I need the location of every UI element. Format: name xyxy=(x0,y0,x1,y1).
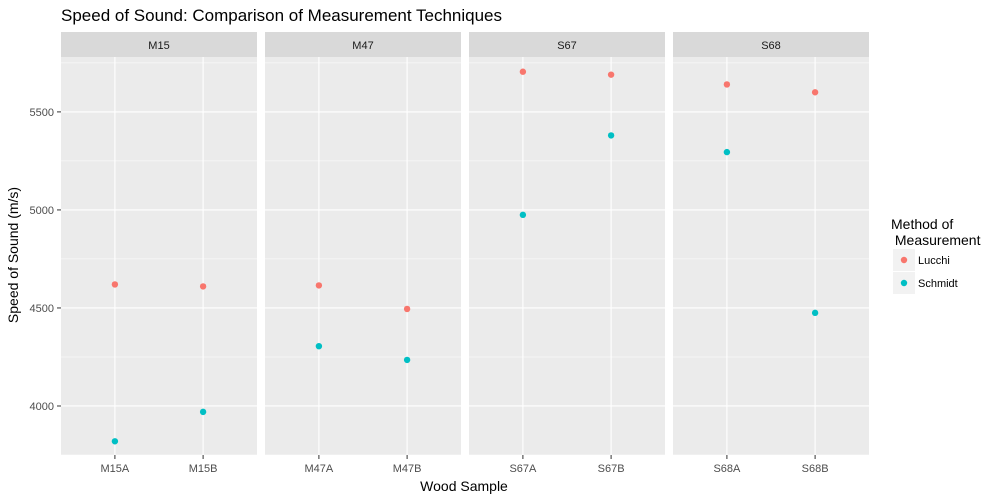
y-tick-label: 5500 xyxy=(30,107,54,119)
facet-strip-label: S68 xyxy=(761,40,781,52)
facet-strip xyxy=(265,32,461,57)
point-lucchi-m47a xyxy=(315,282,323,289)
point-schmidt-s68a xyxy=(723,148,731,156)
point-schmidt-s67a xyxy=(519,211,527,219)
point-lucchi-m47b xyxy=(403,305,411,313)
point-schmidt-m47a xyxy=(315,342,323,350)
y-tick-label: 4500 xyxy=(30,303,54,315)
facet-panel-s67: S67 S67A S67B xyxy=(469,32,665,475)
x-tick-label: M15B xyxy=(189,463,218,475)
panel-background xyxy=(61,57,257,455)
y-axis-title: Speed of Sound (m/s) xyxy=(5,187,21,323)
point-lucchi-m15b xyxy=(199,283,207,290)
y-tick-label: 5000 xyxy=(30,205,54,217)
legend-label: Schmidt xyxy=(918,278,958,290)
point-schmidt-s67b xyxy=(607,132,615,139)
panel-background xyxy=(265,57,461,455)
y-tick-label: 4000 xyxy=(30,401,54,413)
facet-strip-label: M15 xyxy=(148,40,169,52)
facet-strip xyxy=(61,32,257,57)
panel-background xyxy=(673,57,869,455)
legend-title-line-1: Method of xyxy=(891,216,953,232)
legend-key-marker xyxy=(900,279,908,287)
x-tick-label: M15A xyxy=(101,463,130,475)
panel-background xyxy=(469,57,665,455)
point-lucchi-s68b xyxy=(811,89,819,96)
point-lucchi-m15a xyxy=(111,281,119,288)
x-tick-label: S68A xyxy=(713,463,741,475)
facet-panel-m47: M47 M47A M47B xyxy=(265,32,461,475)
point-lucchi-s67b xyxy=(607,71,615,78)
facet-panels: M15 M15A M15B M47 M47A M47B S67 S67A S67B S68 S68A… xyxy=(30,32,869,475)
x-tick-label: S68B xyxy=(802,463,829,475)
legend-keys: Lucchi Schmidt xyxy=(893,249,958,294)
legend-title-line-2: Measurement xyxy=(891,232,981,248)
point-schmidt-m47b xyxy=(403,356,411,364)
facet-strip-label: S67 xyxy=(557,40,577,52)
x-tick-label: S67B xyxy=(598,463,625,475)
legend-key-schmidt: Schmidt xyxy=(893,272,958,294)
legend-key-marker xyxy=(900,256,908,264)
legend: Method of Measurement Lucchi Schmidt xyxy=(891,216,981,294)
facet-panel-s68: S68 S68A S68B xyxy=(673,32,869,475)
point-lucchi-s67a xyxy=(519,68,527,75)
point-schmidt-m15a xyxy=(111,438,119,445)
point-schmidt-m15b xyxy=(199,408,207,416)
point-lucchi-s68a xyxy=(723,81,731,88)
facet-strip-label: M47 xyxy=(352,40,373,52)
x-tick-label: S67A xyxy=(509,463,537,475)
x-axis-title: Wood Sample xyxy=(420,478,508,494)
x-tick-label: M47A xyxy=(305,463,334,475)
legend-label: Lucchi xyxy=(918,255,950,267)
facet-panel-m15: M15 M15A M15B xyxy=(61,32,257,475)
x-tick-label: M47B xyxy=(393,463,422,475)
legend-key-lucchi: Lucchi xyxy=(893,249,950,271)
chart-title: Speed of Sound: Comparison of Measuremen… xyxy=(61,6,502,25)
y-axis: 4000 4500 5000 5500 xyxy=(30,107,61,413)
facet-strip xyxy=(469,32,665,57)
point-schmidt-s68b xyxy=(811,309,819,317)
facet-strip xyxy=(673,32,869,57)
